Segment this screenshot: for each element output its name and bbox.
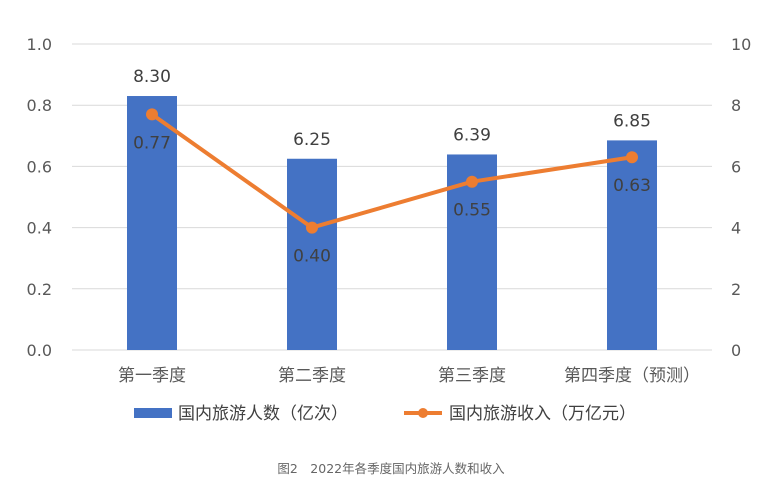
right-y-tick-label: 10 (731, 35, 751, 54)
right-y-tick-label: 0 (731, 341, 741, 360)
right-y-tick-label: 2 (731, 280, 741, 299)
category-label: 第三季度 (438, 366, 506, 386)
gridlines (72, 43, 712, 351)
bar-value-label: 8.30 (133, 67, 171, 87)
legend-bar-swatch (134, 408, 172, 418)
bar-value-label: 6.25 (293, 130, 331, 150)
category-label: 第一季度 (118, 366, 186, 386)
line-value-label: 0.40 (293, 247, 331, 267)
bar (127, 96, 177, 351)
data-labels: 8.30 6.25 6.39 6.85 0.77 0.40 0.55 0.63 (133, 67, 651, 267)
line-point (626, 151, 638, 164)
left-y-tick-label: 0.8 (27, 96, 52, 115)
legend-bar-label: 国内旅游人数（亿次） (178, 404, 348, 424)
bar (287, 158, 337, 350)
left-y-axis: 0.0 0.2 0.4 0.6 0.8 1.0 (27, 35, 52, 360)
bar (607, 140, 657, 350)
right-y-tick-label: 8 (731, 96, 741, 115)
line-value-label: 0.55 (453, 201, 491, 221)
line-value-label: 0.63 (613, 176, 651, 196)
bar-value-label: 6.85 (613, 111, 651, 131)
legend: 国内旅游人数（亿次） 国内旅游收入（万亿元） (134, 404, 636, 424)
category-label: 第四季度（预测） (564, 366, 700, 386)
figure-caption: 图2 2022年各季度国内旅游人数和收入 (277, 461, 505, 476)
left-y-tick-label: 0.0 (27, 341, 52, 360)
right-y-tick-label: 4 (731, 219, 741, 238)
category-label: 第二季度 (278, 366, 346, 386)
left-y-tick-label: 0.2 (27, 280, 52, 299)
line-path (150, 112, 633, 230)
left-y-tick-label: 0.4 (27, 219, 52, 238)
line-point (146, 108, 158, 121)
legend-line-marker (418, 408, 428, 418)
left-y-tick-label: 1.0 (27, 35, 52, 54)
line-point (466, 175, 478, 188)
bar-series (127, 96, 657, 351)
right-y-axis: 0 2 4 6 8 10 (731, 35, 751, 360)
right-y-tick-label: 6 (731, 157, 741, 176)
legend-line-label: 国内旅游收入（万亿元） (449, 404, 636, 424)
x-axis-categories: 第一季度 第二季度 第三季度 第四季度（预测） (118, 366, 700, 386)
left-y-tick-label: 0.6 (27, 157, 52, 176)
line-series (146, 108, 638, 234)
line-point (306, 221, 318, 234)
line-value-label: 0.77 (133, 133, 171, 153)
bar-value-label: 6.39 (453, 125, 491, 145)
